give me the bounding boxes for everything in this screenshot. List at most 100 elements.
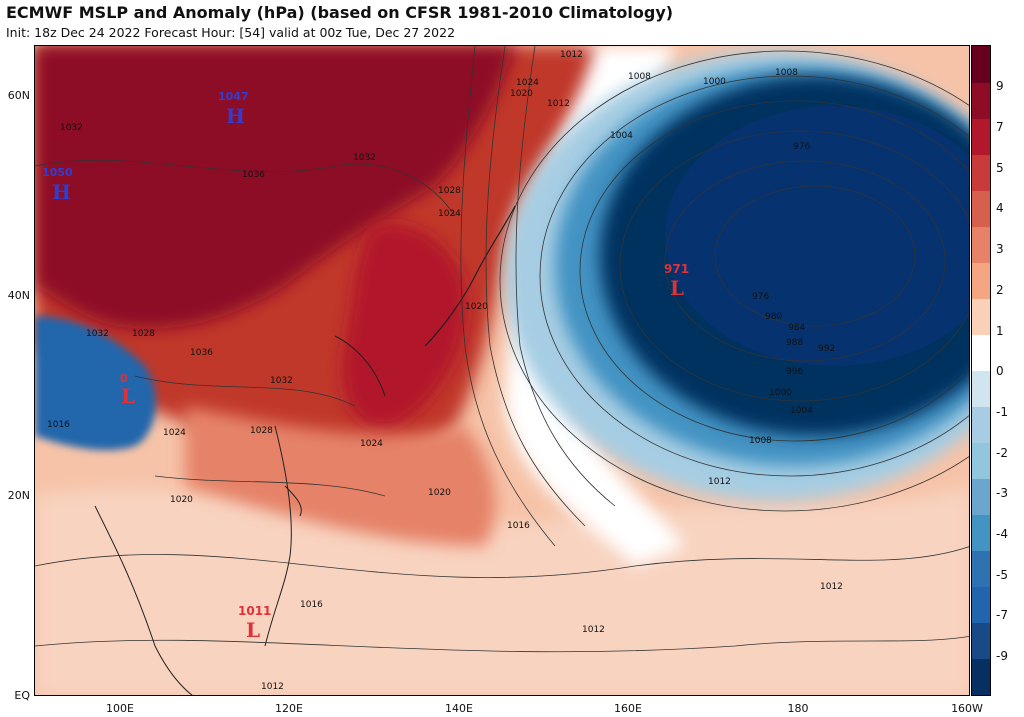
- low-center-3-value: 1011: [238, 604, 272, 618]
- colorbar-label: 0: [996, 364, 1004, 378]
- contour-label: 1032: [86, 329, 109, 339]
- lat-label-20n: 20N: [7, 489, 30, 502]
- colorbar-segment: [972, 191, 990, 227]
- lon-label-120e: 120E: [275, 702, 303, 715]
- colorbar-segment: [972, 335, 990, 371]
- anomaly-warm-core: [35, 46, 515, 329]
- contour-label: 1004: [610, 131, 633, 141]
- colorbar-segment: [972, 515, 990, 551]
- contour-label: 1024: [438, 209, 461, 219]
- anomaly-warm-korea: [342, 224, 467, 428]
- colorbar-label: 1: [996, 324, 1004, 338]
- contour-label: 1016: [300, 600, 323, 610]
- contour-label: 976: [793, 142, 811, 152]
- contour-label: 1000: [769, 388, 792, 398]
- lon-label-160e: 160E: [614, 702, 642, 715]
- lon-label-180: 180: [787, 702, 809, 715]
- colorbar-segment: [972, 299, 990, 335]
- contour-label: 1024: [163, 428, 186, 438]
- high-center-value: 1047: [218, 90, 249, 103]
- anomaly-cold-tibet: [35, 316, 156, 451]
- lon-label-160w: 160W: [951, 702, 983, 715]
- contour-label: 1024: [360, 439, 383, 449]
- anomaly-warm-transition: [185, 406, 496, 546]
- colorbar-label: 9: [996, 79, 1004, 93]
- colorbar-segment: [972, 83, 990, 119]
- coastline-philippines: [264, 425, 292, 647]
- coastline-japan: [424, 205, 516, 347]
- colorbar-label: 2: [996, 283, 1004, 297]
- colorbar-label: 4: [996, 201, 1004, 215]
- contour-label: 1008: [749, 436, 772, 446]
- contour-label: 992: [818, 344, 836, 354]
- low-center-3-letter: L: [246, 618, 261, 642]
- colorbar-label: -9: [996, 649, 1008, 663]
- contour-label: 1012: [560, 50, 583, 60]
- map-canvas: [35, 46, 969, 695]
- colorbar-segment: [972, 443, 990, 479]
- high-center-2-letter: H: [52, 180, 71, 204]
- colorbar-label: -3: [996, 486, 1008, 500]
- coastline-indochina: [94, 505, 193, 695]
- colorbar: [971, 45, 991, 696]
- coastline-korea: [334, 335, 386, 397]
- contour-label: 1028: [438, 186, 461, 196]
- contour-label: 1020: [170, 495, 193, 505]
- contour-label: 1020: [510, 89, 533, 99]
- colorbar-label: -4: [996, 527, 1008, 541]
- colorbar-label: 7: [996, 120, 1004, 134]
- low-center-main-letter: L: [670, 276, 685, 300]
- colorbar-segment: [972, 551, 990, 587]
- colorbar-label: -7: [996, 608, 1008, 622]
- lat-label-60n: 60N: [7, 89, 30, 102]
- lon-label-140e: 140E: [445, 702, 473, 715]
- anomaly-cold-center: [665, 106, 969, 366]
- high-center-2-value: 1050: [42, 166, 73, 179]
- contour-label: 1012: [708, 477, 731, 487]
- contour-label: 1028: [132, 329, 155, 339]
- contour-label: 1028: [250, 426, 273, 436]
- contour-label: 996: [786, 367, 804, 377]
- contour-label: 1036: [242, 170, 265, 180]
- contour-label: 1036: [190, 348, 213, 358]
- contour-label: 1012: [582, 625, 605, 635]
- colorbar-segment: [972, 371, 990, 407]
- contour-label: 976: [752, 292, 770, 302]
- contour-label: 1016: [47, 420, 70, 430]
- lat-label-40n: 40N: [7, 289, 30, 302]
- lon-label-100e: 100E: [106, 702, 134, 715]
- contour-label: 1032: [60, 123, 83, 133]
- low-center-main-value: 971: [664, 262, 690, 276]
- contour-label: 1012: [261, 682, 284, 692]
- lat-label-eq: EQ: [14, 689, 30, 702]
- colorbar-segment: [972, 263, 990, 299]
- coastline-taiwan: [284, 485, 302, 517]
- chart-subtitle: Init: 18z Dec 24 2022 Forecast Hour: [54…: [6, 25, 456, 40]
- contour-label: 1000: [703, 77, 726, 87]
- colorbar-label: 3: [996, 242, 1004, 256]
- contour-label: 1008: [775, 68, 798, 78]
- contour-label: 1032: [270, 376, 293, 386]
- colorbar-label: 5: [996, 161, 1004, 175]
- map-panel: [34, 45, 970, 696]
- colorbar-label: -1: [996, 405, 1008, 419]
- contour-label: 1012: [820, 582, 843, 592]
- contour-label: 1012: [547, 99, 570, 109]
- contour-label: 1016: [507, 521, 530, 531]
- contour-label: 1032: [353, 153, 376, 163]
- contour-label: 1008: [628, 72, 651, 82]
- low-center-1-letter: L: [121, 384, 136, 408]
- contour-label: 1020: [428, 488, 451, 498]
- contour-label: 980: [765, 312, 783, 322]
- contour-label: 1004: [790, 406, 813, 416]
- colorbar-segment: [972, 46, 990, 83]
- colorbar-label: -5: [996, 568, 1008, 582]
- contour-label: 988: [786, 338, 804, 348]
- low-center-1-value: 0: [120, 372, 128, 385]
- colorbar-segment: [972, 227, 990, 263]
- colorbar-segment: [972, 119, 990, 155]
- contour-label: 1024: [516, 78, 539, 88]
- colorbar-segment: [972, 407, 990, 443]
- chart-title: ECMWF MSLP and Anomaly (hPa) (based on C…: [6, 3, 674, 22]
- colorbar-label: -2: [996, 446, 1008, 460]
